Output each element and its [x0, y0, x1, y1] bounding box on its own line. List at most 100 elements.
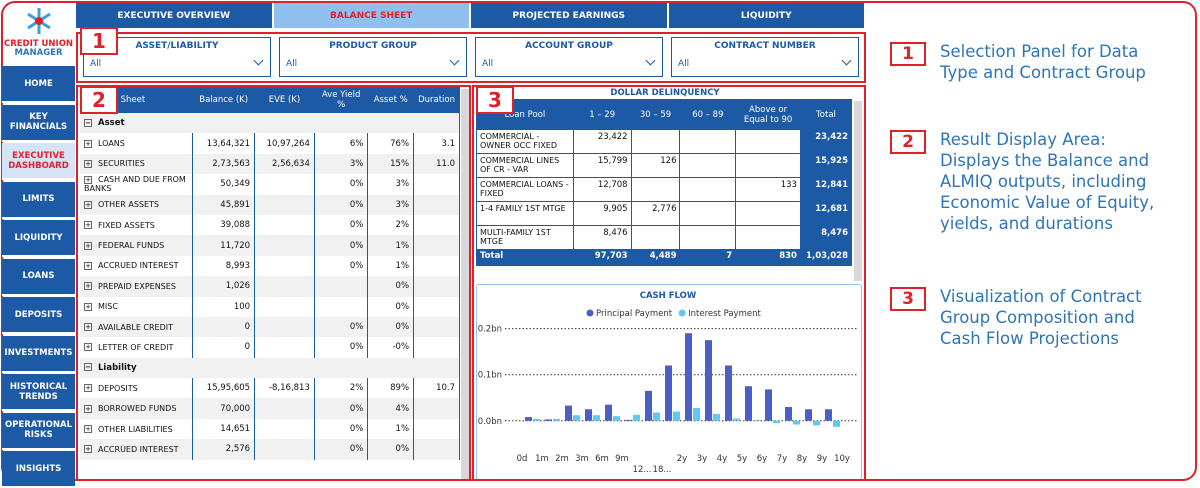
cell: 11.0	[414, 154, 460, 174]
cell	[736, 226, 801, 250]
cell-text: 89%	[390, 383, 409, 393]
cell-text: 2,56,634	[272, 159, 310, 169]
cell: +CASH AND DUE FROM BANKS	[80, 174, 193, 194]
cell: COMMERCIAL LINES OF CR - VAR	[477, 154, 574, 178]
cell-text: 23,422	[815, 132, 848, 142]
cell: 0	[193, 337, 255, 357]
nav-item[interactable]: HOME	[2, 66, 75, 103]
cell	[255, 195, 315, 215]
cell	[736, 202, 801, 226]
cell-text: 8,476	[821, 228, 848, 238]
nav-item[interactable]: EXECUTIVE DASHBOARD	[2, 143, 75, 180]
cell	[255, 276, 315, 296]
cell: 50,349	[193, 174, 255, 194]
nav-item[interactable]: DEPOSITS	[2, 297, 75, 334]
cell-text: 0%	[350, 322, 364, 332]
nav-item[interactable]: INSIGHTS	[2, 451, 75, 488]
cell-text: 15,799	[598, 156, 628, 166]
cell: +SECURITIES	[80, 154, 193, 174]
cell-text: 8,993	[226, 261, 250, 271]
tab[interactable]: EXECUTIVE OVERVIEW	[76, 3, 272, 28]
cell: 15,799	[573, 154, 631, 178]
cell: 1-4 FAMILY 1ST MTGE	[477, 202, 574, 226]
tab[interactable]: PROJECTED EARNINGS	[471, 3, 667, 28]
cell: +ACCRUED INTEREST	[80, 256, 193, 276]
cell: 14,651	[193, 419, 255, 439]
cell	[680, 130, 736, 154]
cell	[414, 398, 460, 418]
cell: 10,97,264	[255, 133, 315, 153]
cell	[414, 419, 460, 439]
cell-text: 0	[245, 322, 250, 332]
cell: 0%	[314, 419, 367, 439]
nav-item[interactable]: LIQUIDITY	[2, 220, 75, 257]
expand-icon: +	[84, 201, 92, 209]
cell-text: 0%	[396, 444, 410, 454]
column-header: EVE (K)	[255, 87, 315, 113]
expand-icon: +	[84, 405, 92, 413]
cell	[255, 419, 315, 439]
filter-label: PRODUCT GROUP	[280, 41, 466, 51]
column-header: Balance (K)	[193, 87, 255, 113]
cell-text: 11,720	[220, 241, 250, 251]
cell: 70,000	[193, 398, 255, 418]
callout-number: 3	[890, 287, 926, 311]
cell: 76%	[368, 133, 414, 153]
cell: 12,841	[800, 178, 851, 202]
cell: 23,422	[573, 130, 631, 154]
cell-text: 15%	[390, 159, 409, 169]
column-header: Asset %	[368, 87, 414, 113]
cell-text: -8,16,813	[269, 383, 310, 393]
nav-item[interactable]: OPERATIONAL RISKS	[2, 413, 75, 450]
cell	[255, 439, 315, 459]
cell: +AVAILABLE CREDIT	[80, 317, 193, 337]
nav-item[interactable]: INVESTMENTS	[2, 336, 75, 373]
tab[interactable]: LIQUIDITY	[669, 3, 865, 28]
cell: 1,026	[193, 276, 255, 296]
column-header: Ave Yield %	[314, 87, 367, 113]
filter-value: All	[678, 59, 858, 69]
callout-text: Result Display Area: Displays the Balanc…	[940, 129, 1170, 234]
expand-icon: +	[84, 425, 92, 433]
cell-text: 0%	[396, 322, 410, 332]
cell-text: 45,891	[220, 200, 250, 210]
callout-text: Selection Panel for Data Type and Contra…	[940, 41, 1170, 83]
cell-text: COMMERCIAL LOANS - FIXED	[480, 180, 569, 198]
cell-text: MULTI-FAMILY 1ST MTGE	[480, 228, 551, 246]
cell-text: 0%	[350, 261, 364, 271]
cell: +DEPOSITS	[80, 378, 193, 398]
nav-item[interactable]: LIMITS	[2, 182, 75, 219]
cell	[255, 235, 315, 255]
cell: 8,993	[193, 256, 255, 276]
chart-panel	[476, 284, 862, 480]
cell-text: 23,422	[598, 132, 628, 142]
group-name: Asset	[98, 118, 125, 128]
nav-item[interactable]: LOANS	[2, 259, 75, 296]
tab[interactable]: BALANCE SHEET	[274, 3, 470, 28]
badge: 3	[476, 86, 514, 114]
cell: 1%	[368, 419, 414, 439]
cell	[736, 130, 801, 154]
cell-text: 0%	[350, 424, 364, 434]
cell	[680, 154, 736, 178]
nav-item[interactable]: HISTORICAL TRENDS	[2, 374, 75, 411]
cell	[414, 174, 460, 194]
cell: 133	[736, 178, 801, 202]
cell: 0%	[368, 276, 414, 296]
group-cell: −Liability	[80, 358, 460, 378]
nav-item[interactable]: KEY FINANCIALS	[2, 105, 75, 142]
